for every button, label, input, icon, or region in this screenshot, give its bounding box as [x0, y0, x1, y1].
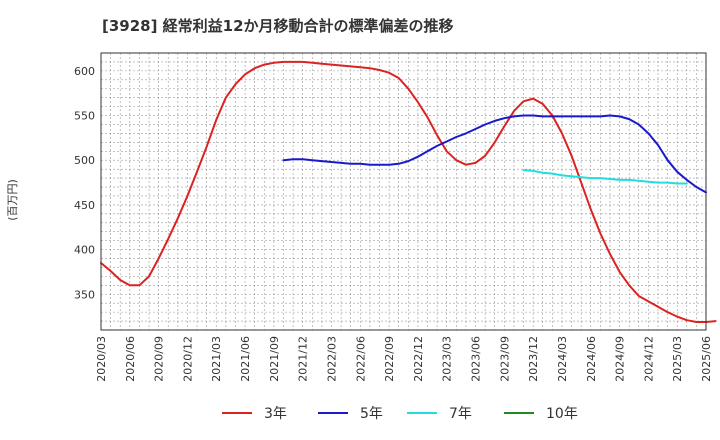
x-tick-label: 2023/06	[470, 336, 483, 382]
grid	[101, 53, 706, 330]
x-tick-label: 2022/03	[325, 336, 338, 382]
x-tick-label: 2020/12	[181, 336, 194, 382]
chart-title: [3928] 経常利益12か月移動合計の標準偏差の推移	[102, 17, 454, 35]
x-tick-label: 2023/12	[527, 336, 540, 382]
series-line-2	[282, 114, 707, 194]
series-line-3	[522, 169, 688, 185]
legend-label-3: 7年	[449, 406, 472, 422]
x-tick-label: 2024/06	[585, 336, 598, 382]
x-tick-label: 2020/03	[95, 336, 108, 382]
y-tick-label: 400	[74, 244, 95, 257]
x-tick-label: 2020/09	[153, 336, 166, 382]
x-tick-label: 2025/06	[700, 336, 713, 382]
x-tick-label: 2020/06	[124, 336, 137, 382]
x-tick-label: 2021/06	[239, 336, 252, 382]
y-tick-label: 550	[74, 110, 95, 123]
x-tick-label: 2024/09	[614, 336, 627, 382]
x-tick-label: 2023/03	[441, 336, 454, 382]
y-tick-label: 600	[74, 65, 95, 78]
series-lines	[100, 60, 717, 323]
x-tick-label: 2021/03	[210, 336, 223, 382]
y-tick-label: 350	[74, 288, 95, 301]
y-tick-label: 500	[74, 154, 95, 167]
x-tick-label: 2025/03	[671, 336, 684, 382]
x-tick-label: 2022/09	[383, 336, 396, 382]
series-line-1	[100, 60, 717, 323]
y-axis-ticks: 350 400 450 500 550 600	[74, 65, 95, 301]
x-tick-label: 2021/12	[297, 336, 310, 382]
x-tick-label: 2024/03	[556, 336, 569, 382]
y-tick-label: 450	[74, 199, 95, 212]
x-axis-ticks: 2020/03 2020/06 2020/09 2020/12 2021/03 2021/…	[95, 336, 713, 382]
y-axis-label: (百万円)	[6, 179, 19, 221]
x-tick-label: 2024/12	[642, 336, 655, 382]
legend-label-2: 5年	[360, 406, 383, 422]
x-tick-label: 2022/12	[412, 336, 425, 382]
x-tick-label: 2021/09	[268, 336, 281, 382]
x-tick-label: 2023/09	[498, 336, 511, 382]
x-tick-label: 2022/06	[354, 336, 367, 382]
legend: 3年 5年 7年 10年	[222, 406, 578, 422]
plot-frame	[100, 52, 707, 331]
legend-label-1: 3年	[264, 406, 287, 422]
legend-label-4: 10年	[546, 406, 578, 422]
